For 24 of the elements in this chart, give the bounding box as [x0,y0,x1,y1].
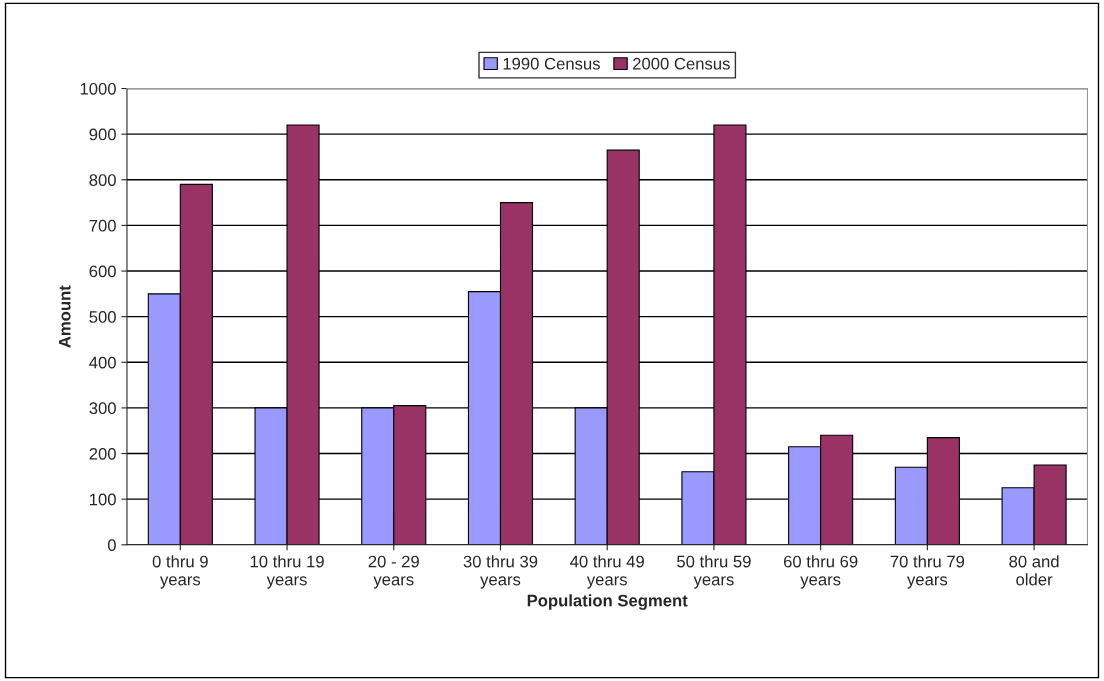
x-tick-label: 30 thru 39 years [463,555,538,589]
x-tick-label: 20 - 29 years [368,555,419,589]
y-tick-label: 900 [89,128,116,141]
x-tick-label: 70 thru 79 years [890,555,965,589]
y-tick-label: 300 [89,402,116,415]
x-tick-label: 40 thru 49 years [570,555,644,589]
y-tick-label: 0 [107,539,116,551]
y-tick-label: 600 [89,265,116,278]
y-tick-label: 800 [89,174,116,186]
x-tick-label: 60 thru 69 years [783,555,858,589]
y-tick-label: 700 [89,219,116,232]
y-tick-label: 200 [89,447,116,460]
y-tick-label: 100 [90,493,116,506]
x-axis-title: Population Segment [527,594,688,610]
y-axis-title: Amount [58,285,71,348]
x-tick-label: 50 thru 59 years [677,555,751,589]
x-tick-label: 80 and older [1009,555,1059,586]
y-tick-label: 400 [89,356,116,369]
y-tick-label: 500 [89,311,116,323]
legend-label: 2000 Census [633,57,730,70]
x-tick-label: 10 thru 19 years [250,555,324,589]
legend-label: 1990 Census [503,57,600,70]
y-tick-label: 1000 [80,82,116,95]
x-tick-label: 0 thru 9 years [152,555,208,589]
